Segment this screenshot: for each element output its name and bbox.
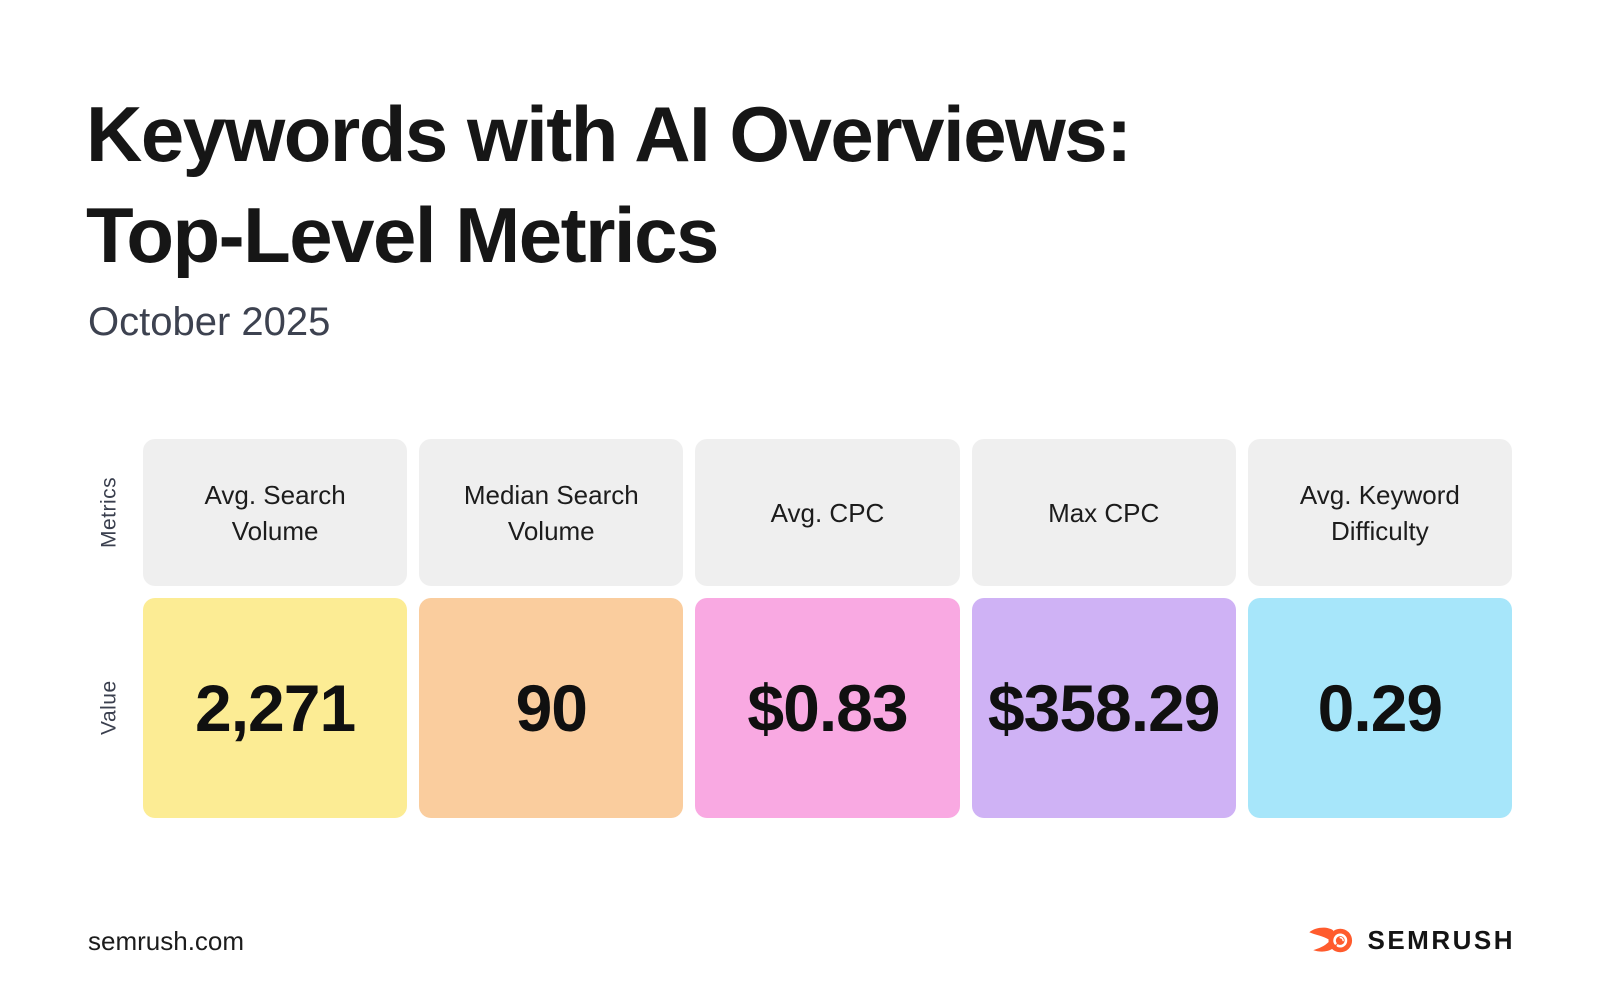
semrush-logo: SEMRUSH bbox=[1308, 922, 1515, 958]
metric-header-median-search-volume: Median Search Volume bbox=[419, 439, 684, 586]
row-label-value: Value bbox=[97, 680, 121, 736]
footer-site-url: semrush.com bbox=[88, 926, 245, 956]
row-label-metrics: Metrics bbox=[97, 476, 121, 549]
value-avg-keyword-difficulty: 0.29 bbox=[1247, 598, 1512, 818]
metric-header-avg-cpc: Avg. CPC bbox=[695, 439, 960, 586]
value-median-search-volume: 90 bbox=[419, 598, 684, 818]
metric-header-avg-search-volume: Avg. Search Volume bbox=[143, 439, 408, 586]
metrics-table: Metrics Avg. Search Volume Median Search… bbox=[88, 439, 1512, 818]
page-title: Keywords with AI Overviews: Top-Level Me… bbox=[86, 90, 1132, 279]
value-max-cpc: $358.29 bbox=[971, 598, 1236, 818]
semrush-fireball-icon bbox=[1309, 927, 1353, 952]
page-subtitle: October 2025 bbox=[88, 300, 331, 344]
value-avg-search-volume: 2,271 bbox=[143, 598, 408, 818]
metric-header-avg-keyword-difficulty: Avg. Keyword Difficulty bbox=[1247, 439, 1512, 586]
metric-header-max-cpc: Max CPC bbox=[971, 439, 1236, 586]
semrush-wordmark: SEMRUSH bbox=[1367, 924, 1515, 955]
value-avg-cpc: $0.83 bbox=[695, 598, 960, 818]
